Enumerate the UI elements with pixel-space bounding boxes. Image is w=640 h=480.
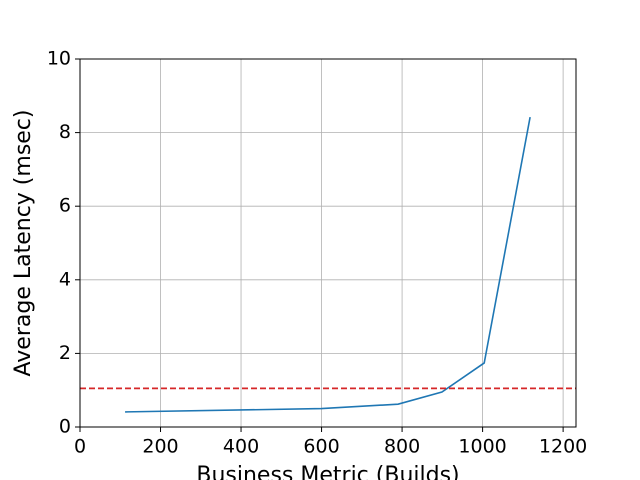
x-tick-label: 600 — [303, 436, 339, 458]
y-tick-label: 4 — [59, 268, 71, 290]
y-tick-label: 2 — [59, 342, 71, 364]
x-tick-label: 0 — [74, 436, 86, 458]
data-line — [125, 116, 531, 413]
x-tick-label: 400 — [223, 436, 259, 458]
axes-frame — [79, 58, 577, 428]
x-tick-label: 1000 — [458, 436, 506, 458]
y-tick-label: 8 — [59, 121, 71, 143]
y-tick-label: 0 — [59, 416, 71, 438]
x-tick-label: 800 — [384, 436, 420, 458]
y-tick-label: 10 — [47, 48, 71, 70]
x-tick-label: 1200 — [539, 436, 587, 458]
x-axis-label: Business Metric (Builds) — [196, 463, 459, 480]
x-tick-label: 200 — [142, 436, 178, 458]
y-tick-label: 6 — [59, 195, 71, 217]
y-axis-label: Average Latency (msec) — [11, 110, 36, 377]
